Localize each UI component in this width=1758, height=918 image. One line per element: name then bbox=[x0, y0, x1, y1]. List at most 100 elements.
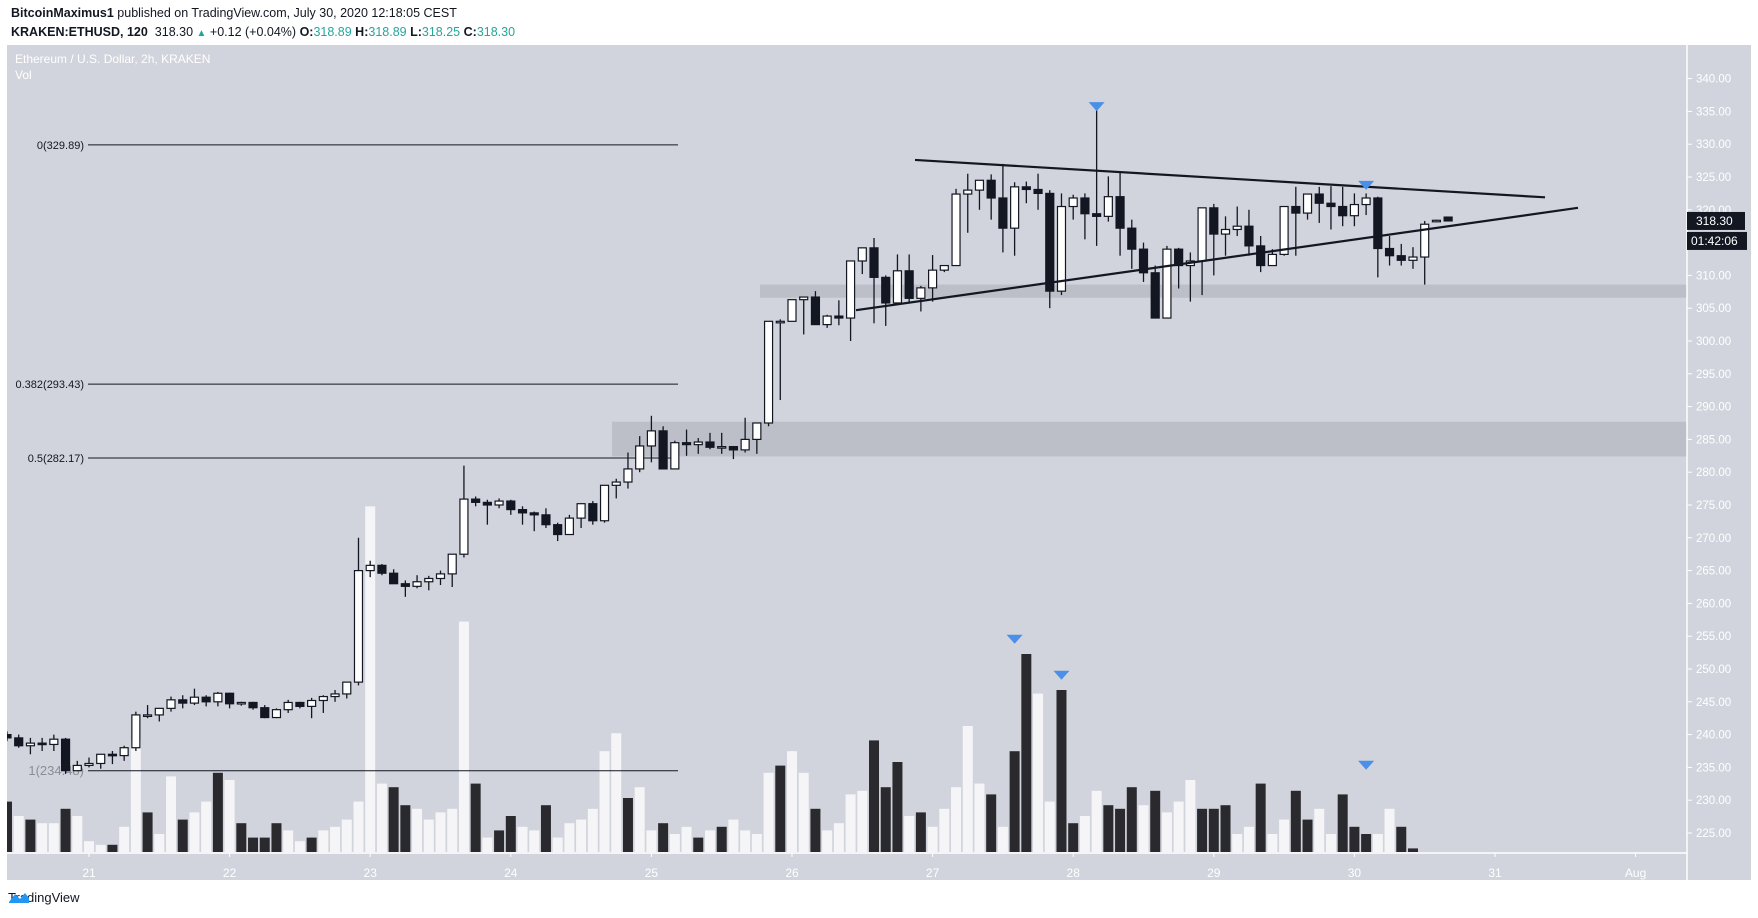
volume-bar bbox=[564, 823, 575, 852]
price-axis bbox=[1687, 45, 1751, 880]
candle bbox=[37, 737, 47, 751]
candle bbox=[49, 734, 59, 751]
candle bbox=[1256, 236, 1266, 273]
publish-line: BitcoinMaximus1 published on TradingView… bbox=[11, 4, 515, 23]
volume-bar bbox=[224, 780, 235, 852]
candle bbox=[1197, 207, 1207, 296]
candle bbox=[236, 701, 246, 706]
volume-bar bbox=[622, 798, 633, 852]
price-tick-label: 250.00 bbox=[1696, 664, 1731, 676]
candle bbox=[154, 707, 164, 722]
tradingview-brand[interactable]: TradingView bbox=[8, 890, 80, 905]
volume-bar bbox=[1033, 693, 1044, 852]
support-zone[interactable] bbox=[612, 421, 1687, 457]
ohlc-line: KRAKEN:ETHUSD, 120 318.30 ▲ +0.12 (+0.04… bbox=[11, 23, 515, 43]
volume-bar bbox=[1243, 826, 1254, 852]
countdown-label: 01:42:06 bbox=[1691, 234, 1738, 248]
volume-bar bbox=[1325, 834, 1336, 852]
candle bbox=[330, 689, 340, 702]
candle bbox=[260, 705, 270, 719]
triangle-lower-trendline[interactable] bbox=[855, 206, 1579, 312]
candle bbox=[84, 757, 94, 768]
volume-bar bbox=[1161, 812, 1172, 852]
volume-bar bbox=[892, 762, 903, 852]
volume-bar bbox=[388, 787, 399, 852]
price-tick-label: 305.00 bbox=[1696, 303, 1731, 315]
time-tick-label: 29 bbox=[1207, 866, 1221, 880]
candle bbox=[787, 299, 797, 322]
candle bbox=[389, 569, 399, 585]
volume-bar bbox=[915, 812, 926, 852]
candle bbox=[435, 570, 446, 586]
candle bbox=[927, 255, 938, 302]
low-label: L: bbox=[410, 25, 422, 39]
volume-bar bbox=[904, 816, 915, 852]
price-tick-label: 230.00 bbox=[1696, 795, 1731, 807]
candle bbox=[705, 432, 715, 450]
volume-bar bbox=[751, 834, 762, 852]
volume-bar bbox=[1302, 819, 1313, 852]
candle bbox=[506, 499, 516, 515]
fib-level-label: 0.382(293.43) bbox=[16, 379, 85, 391]
volume-bar bbox=[271, 823, 282, 852]
candle bbox=[248, 701, 258, 710]
candle bbox=[728, 445, 739, 460]
last-price-label: 318.30 bbox=[1696, 214, 1733, 228]
volume-bar bbox=[1314, 808, 1325, 852]
candle bbox=[810, 291, 821, 326]
fib-level-label: 0.5(282.17) bbox=[28, 453, 84, 465]
volume-bar bbox=[177, 819, 188, 852]
volume-bar bbox=[376, 783, 387, 852]
volume-bar bbox=[974, 783, 985, 852]
triangle-upper-trendline[interactable] bbox=[914, 158, 1546, 199]
volume-bar bbox=[48, 823, 59, 852]
support-zone[interactable] bbox=[760, 284, 1687, 298]
candle bbox=[412, 575, 422, 589]
candle bbox=[1420, 220, 1430, 285]
volume-bar bbox=[833, 823, 844, 852]
volume-bar bbox=[869, 740, 880, 852]
candle bbox=[142, 705, 153, 719]
candle bbox=[1220, 216, 1231, 256]
candlestick-chart[interactable]: Ethereum / U.S. Dollar, 2h, KRAKEN Vol 0(3… bbox=[7, 45, 1751, 880]
candle bbox=[119, 745, 129, 761]
price-tick-label: 280.00 bbox=[1696, 467, 1731, 479]
time-tick-label: 22 bbox=[223, 866, 237, 880]
price-tick-label: 325.00 bbox=[1696, 172, 1731, 184]
candle bbox=[564, 514, 574, 536]
volume-bar bbox=[693, 837, 704, 852]
blue-triangle-marker-icon bbox=[1358, 180, 1375, 190]
blue-triangle-marker-icon bbox=[1358, 760, 1375, 770]
volume-bar bbox=[1185, 780, 1196, 852]
candle bbox=[857, 247, 867, 275]
volume-bar bbox=[470, 783, 481, 852]
chart-area[interactable]: Ethereum / U.S. Dollar, 2h, KRAKEN Vol 0(3… bbox=[7, 45, 1751, 880]
time-tick-label: 30 bbox=[1348, 866, 1362, 880]
candle bbox=[1361, 193, 1371, 216]
candle bbox=[107, 751, 118, 765]
candle bbox=[353, 537, 364, 686]
volume-bar bbox=[1173, 801, 1184, 852]
candle bbox=[892, 254, 903, 305]
candle bbox=[307, 697, 317, 719]
candle bbox=[1291, 186, 1301, 256]
candle bbox=[318, 695, 328, 713]
volume-bar bbox=[283, 830, 294, 852]
volume-bar bbox=[775, 765, 786, 852]
candle bbox=[72, 760, 82, 772]
volume-bar bbox=[7, 801, 12, 852]
candle bbox=[25, 737, 36, 755]
open-label: O: bbox=[299, 25, 314, 39]
volume-bar bbox=[798, 772, 809, 852]
candle bbox=[283, 699, 293, 713]
volume-bar bbox=[810, 808, 821, 852]
volume-bar bbox=[552, 837, 563, 852]
volume-bar bbox=[540, 805, 551, 852]
candle bbox=[14, 734, 24, 748]
volume-bar bbox=[517, 826, 528, 852]
author-name[interactable]: BitcoinMaximus1 bbox=[11, 6, 114, 20]
candle bbox=[377, 564, 387, 576]
time-tick-label: 23 bbox=[364, 866, 378, 880]
candle bbox=[986, 174, 996, 220]
up-arrow-icon: ▲ bbox=[196, 28, 207, 39]
